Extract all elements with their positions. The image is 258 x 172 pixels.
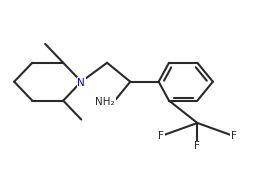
Text: NH₂: NH₂ [95,97,115,107]
Text: F: F [231,131,237,141]
Text: F: F [158,131,164,141]
Text: N: N [77,78,85,88]
Text: F: F [195,141,200,151]
